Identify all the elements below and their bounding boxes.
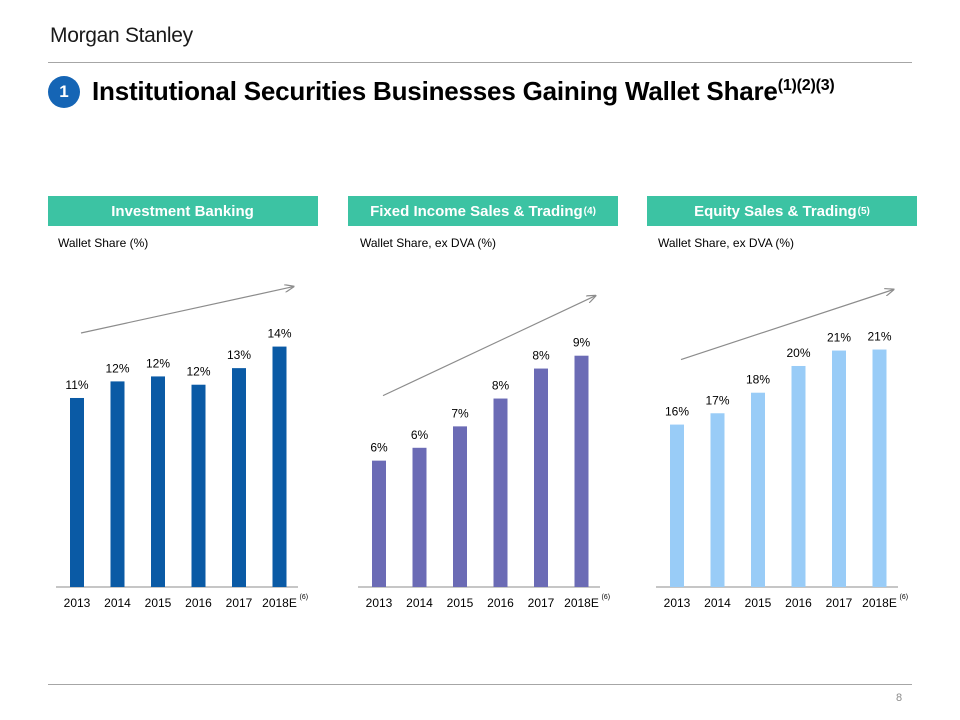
bar-2015 [751, 392, 765, 587]
tick-footnote: (6) [300, 594, 309, 601]
bar-2013 [70, 397, 84, 587]
data-label-2013: 16% [665, 405, 689, 419]
bar-2018E [574, 355, 589, 587]
top-divider [48, 62, 912, 63]
panel-title: Equity Sales & Trading [694, 202, 857, 220]
panel-axis-label: Wallet Share, ex DVA (%) [360, 236, 497, 250]
page-number: 8 [896, 692, 903, 704]
data-label-2018E: 14% [267, 327, 291, 341]
data-label-2013: 6% [370, 441, 388, 455]
bar-2017 [534, 368, 548, 587]
brand-logo: Morgan Stanley [50, 24, 193, 47]
bar-2018E [872, 349, 887, 587]
tick-label-2013: 2013 [664, 596, 691, 610]
bar-2018E [272, 346, 287, 587]
panel-title-note: (4) [583, 205, 596, 217]
data-label-2015: 7% [451, 406, 469, 420]
panel-title: Fixed Income Sales & Trading [370, 202, 583, 220]
data-label-2018E: 9% [573, 336, 591, 350]
data-label-2015: 18% [746, 373, 770, 387]
panel-header-equity: Equity Sales & Trading (5) [647, 196, 917, 226]
data-label-2018E: 21% [867, 330, 891, 344]
tick-footnote: (6) [602, 594, 611, 601]
tick-footnote: (6) [900, 594, 909, 601]
bar-2013 [670, 424, 684, 587]
bar-2017 [232, 368, 246, 587]
bar-2014 [110, 381, 125, 587]
data-label-2017: 13% [227, 348, 251, 362]
tick-label-2013: 2013 [366, 596, 393, 610]
page-title: Institutional Securities Businesses Gain… [92, 76, 835, 107]
tick-label-2014: 2014 [406, 596, 433, 610]
section-number-badge: 1 [48, 76, 80, 108]
panel-title: Investment Banking [111, 202, 254, 220]
data-label-2014: 12% [105, 361, 129, 375]
tick-label-2014: 2014 [704, 596, 731, 610]
panel-axis-label: Wallet Share, ex DVA (%) [658, 236, 795, 250]
tick-label-2015: 2015 [145, 596, 172, 610]
trend-arrow [80, 287, 294, 334]
data-label-2017: 8% [532, 349, 550, 363]
tick-label-2017: 2017 [226, 596, 253, 610]
chart-equity: 16% 2013 17% 2014 18% 2015 20% 2016 21% 2017 21% 20… [656, 270, 909, 610]
bar-2014 [710, 413, 725, 587]
page-title-footnotes: (1)(2)(3) [777, 77, 835, 94]
data-label-2015: 12% [146, 356, 170, 370]
tick-label-2017: 2017 [826, 596, 853, 610]
data-label-2014: 6% [411, 428, 429, 442]
bar-2016 [191, 384, 206, 587]
tick-label-2015: 2015 [745, 596, 772, 610]
tick-label-2014: 2014 [104, 596, 131, 610]
tick-label-2017: 2017 [528, 596, 555, 610]
panel-axis-label: Wallet Share (%) [58, 236, 149, 250]
trend-arrow [680, 290, 894, 361]
data-label-2016: 20% [786, 346, 810, 360]
tick-label-2018E: 2018E [862, 596, 897, 610]
tick-label-2013: 2013 [64, 596, 91, 610]
panel-title-note: (5) [857, 205, 870, 217]
tick-label-2016: 2016 [785, 596, 812, 610]
data-label-2017: 21% [827, 331, 851, 345]
chart-fixed-income: 6% 2013 6% 2014 7% 2015 8% 2016 8% 2017 9% 2018E (6) [358, 270, 611, 610]
bar-2016 [791, 365, 806, 587]
trend-arrow [382, 296, 596, 397]
bar-2017 [832, 350, 846, 587]
data-label-2016: 12% [186, 365, 210, 379]
tick-label-2018E: 2018E [564, 596, 599, 610]
bar-2015 [151, 376, 165, 587]
data-label-2016: 8% [492, 379, 510, 393]
tick-label-2016: 2016 [487, 596, 514, 610]
data-label-2013: 11% [65, 378, 88, 392]
bar-2016 [493, 398, 508, 587]
data-label-2014: 17% [705, 393, 729, 407]
chart-investment-banking: 11% 2013 12% 2014 12% 2015 12% 2016 13% 2017 14% 20… [56, 270, 309, 610]
bar-2015 [453, 426, 467, 587]
tick-label-2015: 2015 [447, 596, 474, 610]
bottom-divider [48, 684, 912, 685]
panel-header-fixed-income: Fixed Income Sales & Trading (4) [348, 196, 618, 226]
tick-label-2016: 2016 [185, 596, 212, 610]
bar-2014 [412, 447, 427, 587]
page-title-text: Institutional Securities Businesses Gain… [92, 76, 778, 106]
tick-label-2018E: 2018E [262, 596, 297, 610]
panel-header-investment-banking: Investment Banking [48, 196, 318, 226]
bar-2013 [372, 460, 386, 587]
